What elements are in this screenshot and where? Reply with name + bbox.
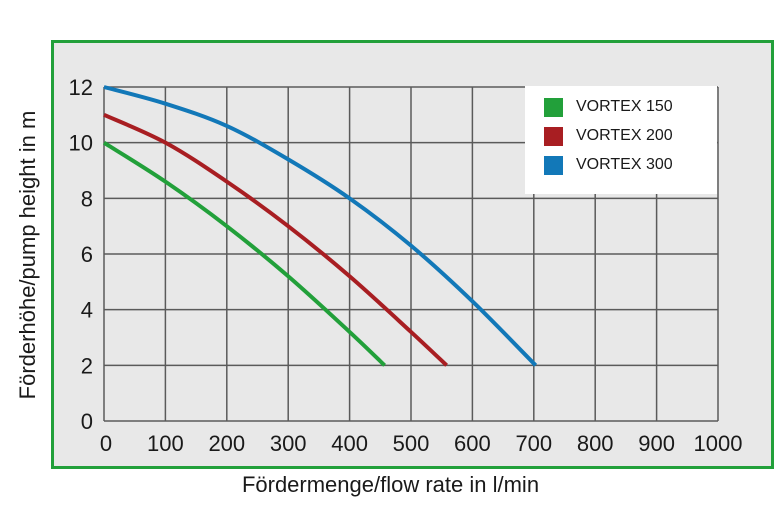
y-tick-label: 12 xyxy=(69,75,93,100)
y-axis-title: Förderhöhe/pump height in m xyxy=(15,111,40,400)
chart-legend: VORTEX 150 VORTEX 200 VORTEX 300 xyxy=(525,86,717,194)
legend-swatch xyxy=(544,97,563,117)
y-tick-label: 0 xyxy=(81,409,93,434)
y-tick-label: 8 xyxy=(81,186,93,211)
x-tick-label: 300 xyxy=(270,431,307,456)
series-line-vortex-150 xyxy=(102,140,386,367)
legend-label: VORTEX 200 xyxy=(576,127,673,144)
x-tick-label: 100 xyxy=(147,431,184,456)
legend-swatch xyxy=(544,126,563,146)
x-tick-label: 800 xyxy=(577,431,614,456)
x-tick-label: 600 xyxy=(454,431,491,456)
legend-item-vortex-200: VORTEX 200 xyxy=(544,126,673,146)
legend-swatch xyxy=(544,155,563,175)
x-tick-label: 500 xyxy=(393,431,430,456)
x-tick-label: 900 xyxy=(638,431,675,456)
x-axis-title: Fördermenge/flow rate in l/min xyxy=(0,472,783,498)
y-tick-label: 6 xyxy=(81,242,93,267)
y-tick-label: 4 xyxy=(81,298,93,323)
y-tick-label: 10 xyxy=(69,131,93,156)
y-tick-label: 2 xyxy=(81,353,93,378)
legend-label: VORTEX 150 xyxy=(576,98,673,115)
series-line-vortex-200 xyxy=(103,113,448,367)
legend-label: VORTEX 300 xyxy=(576,156,673,173)
x-tick-label: 700 xyxy=(515,431,552,456)
legend-item-vortex-150: VORTEX 150 xyxy=(544,97,673,117)
legend-item-vortex-300: VORTEX 300 xyxy=(544,155,673,175)
x-tick-label: 1000 xyxy=(694,431,743,456)
series-line-vortex-300 xyxy=(103,85,538,367)
x-tick-label: 0 xyxy=(100,431,112,456)
x-tick-label: 400 xyxy=(331,431,368,456)
x-tick-label: 200 xyxy=(208,431,245,456)
x-axis-title-text: Fördermenge/flow rate in l/min xyxy=(241,472,540,497)
